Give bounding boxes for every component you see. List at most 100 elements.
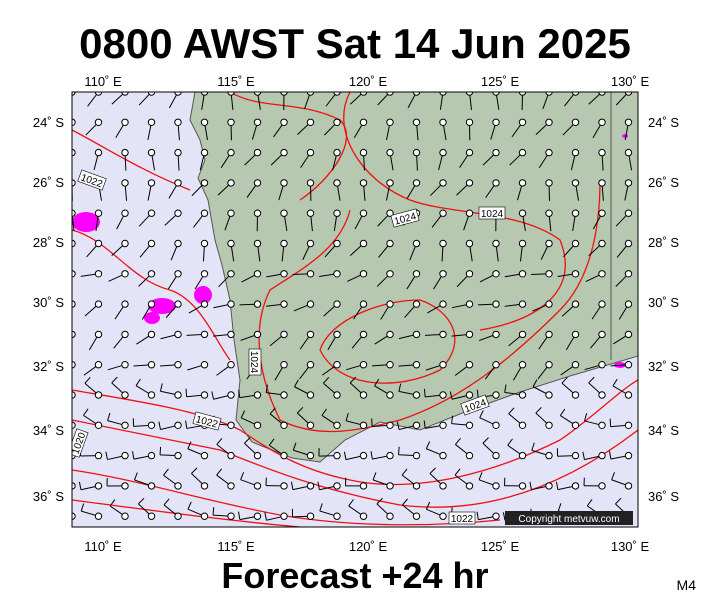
station bbox=[465, 482, 474, 490]
barb-feather bbox=[424, 388, 426, 397]
station bbox=[147, 512, 156, 520]
station bbox=[518, 179, 527, 187]
barb-feather bbox=[455, 437, 461, 445]
station bbox=[359, 330, 368, 339]
station bbox=[465, 270, 474, 278]
barb-feather bbox=[449, 391, 453, 400]
isobars bbox=[72, 92, 638, 527]
station bbox=[518, 209, 527, 217]
station bbox=[545, 270, 553, 278]
station bbox=[571, 482, 580, 490]
station bbox=[518, 361, 527, 369]
barb-feather bbox=[398, 383, 402, 392]
station bbox=[121, 391, 129, 399]
station bbox=[518, 300, 527, 308]
isobar-label-box bbox=[460, 394, 490, 416]
barb-feather bbox=[238, 511, 241, 520]
station bbox=[598, 482, 606, 490]
station bbox=[174, 239, 182, 248]
station bbox=[121, 118, 129, 127]
station bbox=[359, 482, 368, 490]
station bbox=[624, 451, 633, 460]
barb-feather bbox=[374, 378, 380, 387]
isobar-label: 1024 bbox=[248, 348, 262, 376]
station bbox=[412, 391, 421, 399]
station bbox=[174, 361, 182, 369]
station bbox=[412, 270, 421, 278]
barb-feather bbox=[345, 412, 349, 421]
lat-label: 34˚ S bbox=[33, 423, 64, 438]
barb-feather bbox=[348, 499, 354, 507]
isobar-label-box bbox=[192, 411, 222, 431]
barb-feather bbox=[185, 388, 188, 397]
barb-feather bbox=[111, 376, 118, 384]
barb-feather bbox=[240, 472, 245, 480]
lon-label: 125˚ E bbox=[481, 74, 520, 89]
station bbox=[94, 330, 103, 339]
station bbox=[545, 421, 553, 429]
station bbox=[386, 482, 394, 490]
station bbox=[439, 330, 447, 339]
lat-label: 28˚ S bbox=[648, 235, 679, 250]
station bbox=[147, 270, 156, 278]
station bbox=[253, 451, 262, 460]
lat-label: 28˚ S bbox=[33, 235, 64, 250]
barb-feather bbox=[268, 438, 275, 446]
station bbox=[439, 179, 447, 187]
station bbox=[174, 421, 182, 429]
isobar-label-text: 1024 bbox=[248, 351, 259, 374]
station bbox=[227, 330, 235, 339]
barb-feather bbox=[423, 420, 426, 429]
station bbox=[439, 512, 447, 520]
lat-label: 24˚ S bbox=[33, 115, 64, 130]
barb-feather bbox=[134, 472, 138, 481]
station bbox=[598, 451, 606, 460]
station bbox=[174, 330, 182, 339]
station bbox=[571, 330, 580, 339]
barb-feather bbox=[476, 389, 479, 398]
barb-feather bbox=[612, 378, 618, 387]
station bbox=[147, 239, 156, 248]
barb-feather bbox=[211, 391, 215, 400]
station bbox=[359, 239, 368, 248]
station bbox=[280, 512, 288, 520]
barb-feather bbox=[109, 499, 116, 507]
barb-feather bbox=[323, 376, 330, 384]
station bbox=[94, 300, 103, 308]
station bbox=[333, 270, 341, 278]
station bbox=[386, 270, 394, 278]
isobar-label-text: 1022 bbox=[451, 514, 474, 525]
station bbox=[253, 209, 262, 217]
barb-feather bbox=[396, 421, 400, 430]
title: 0800 AWST Sat 14 Jun 2025 bbox=[79, 20, 631, 67]
station bbox=[227, 300, 235, 308]
station bbox=[200, 391, 209, 399]
station bbox=[465, 179, 474, 187]
station bbox=[253, 118, 262, 127]
station bbox=[280, 209, 288, 217]
station bbox=[571, 118, 580, 127]
station bbox=[386, 361, 394, 369]
station bbox=[227, 270, 235, 278]
lat-label: 32˚ S bbox=[33, 359, 64, 374]
station bbox=[121, 148, 129, 157]
barb-staff bbox=[72, 273, 73, 275]
lon-label: 115˚ E bbox=[217, 539, 255, 554]
barb-feather bbox=[187, 501, 192, 510]
barb-feather bbox=[535, 406, 542, 414]
station bbox=[174, 482, 182, 490]
lat-label: 34˚ S bbox=[648, 423, 679, 438]
station bbox=[174, 300, 182, 308]
station bbox=[598, 148, 606, 157]
isobar-label-box bbox=[77, 169, 107, 191]
station bbox=[121, 270, 129, 278]
station bbox=[412, 361, 421, 369]
station bbox=[439, 270, 447, 278]
lat-label: 26˚ S bbox=[33, 175, 64, 190]
station bbox=[253, 421, 262, 429]
station bbox=[227, 391, 235, 399]
barb-feather bbox=[451, 415, 454, 424]
station bbox=[624, 391, 633, 399]
isobar-label-box bbox=[248, 348, 262, 376]
